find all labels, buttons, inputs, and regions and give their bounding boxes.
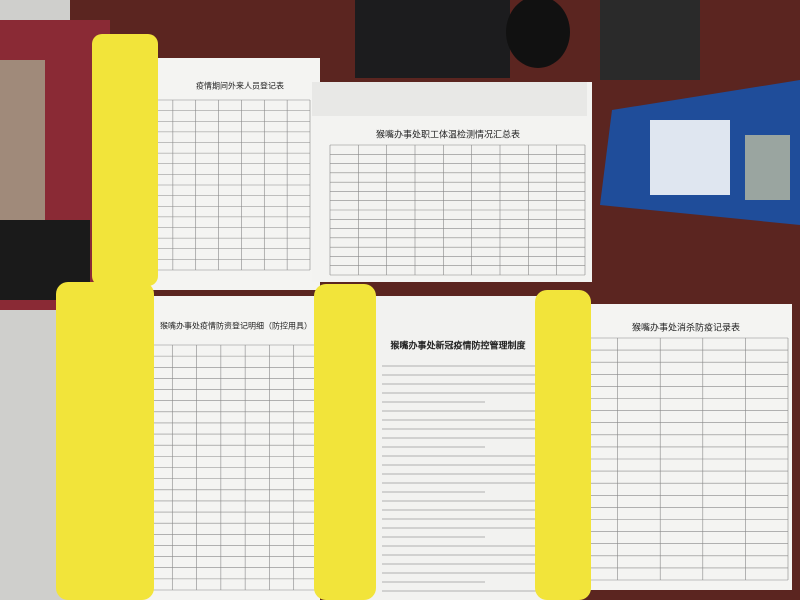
telephone-screen bbox=[745, 135, 790, 200]
table-grid bbox=[149, 99, 311, 271]
document-title: 猴嘴办事处消杀防疫记录表 bbox=[632, 322, 740, 334]
yellow-roll bbox=[314, 284, 376, 600]
document-paper bbox=[138, 58, 320, 290]
rolled-edge bbox=[312, 82, 587, 116]
yellow-roll bbox=[56, 282, 154, 600]
mouse bbox=[506, 0, 570, 68]
text-lines bbox=[382, 365, 545, 592]
table-grid bbox=[329, 144, 586, 276]
document-title: 猴嘴办事处疫情防资登记明细（防控用具） bbox=[160, 321, 312, 331]
yellow-roll bbox=[92, 34, 158, 286]
keyboard bbox=[355, 0, 510, 78]
document-title: 猴嘴办事处新冠疫情防控管理制度 bbox=[390, 340, 526, 352]
document-paper bbox=[128, 296, 320, 600]
yellow-roll bbox=[535, 290, 591, 600]
cushion-pattern bbox=[0, 60, 45, 220]
table-grid bbox=[574, 337, 789, 581]
telephone-keypad bbox=[650, 120, 730, 195]
monitor-base bbox=[600, 0, 700, 80]
document-title: 疫情期间外来人员登记表 bbox=[196, 81, 284, 91]
document-title: 猴嘴办事处职工体温检测情况汇总表 bbox=[376, 129, 520, 141]
